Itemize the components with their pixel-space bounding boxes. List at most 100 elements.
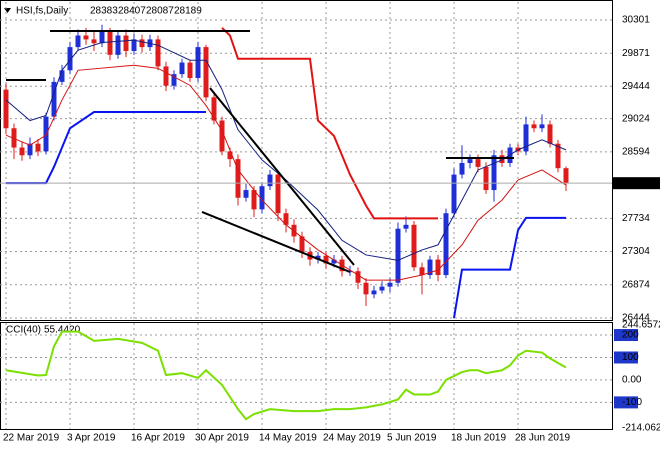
- candle-body: [211, 97, 217, 121]
- trend-line: [201, 210, 351, 273]
- candle-body: [131, 39, 137, 51]
- cci-value: 55.4420: [44, 325, 81, 336]
- candle-body: [251, 190, 257, 210]
- candle-body: [459, 163, 465, 175]
- trend-line: [209, 87, 355, 266]
- x-tick-label: 30 Apr 2019: [195, 433, 249, 444]
- candle-body: [371, 290, 377, 295]
- x-tick-label: 28 Jun 2019: [515, 433, 570, 444]
- candle-body: [187, 62, 193, 79]
- price-label-box: [613, 177, 660, 190]
- candle-body: [179, 62, 185, 75]
- y-tick-label: 26444: [622, 313, 650, 324]
- y-tick-label: 27304: [622, 246, 650, 257]
- candle-body: [115, 35, 121, 55]
- candle-body: [75, 35, 81, 48]
- candle-body: [67, 47, 73, 71]
- candle-body: [451, 174, 457, 214]
- candle-body: [331, 259, 337, 264]
- y-tick-label: 0.00: [622, 375, 642, 386]
- y-tick-label: 200: [622, 330, 639, 341]
- candle-body: [419, 267, 425, 276]
- candle-body: [435, 259, 441, 276]
- y-tick-label: 26874: [622, 279, 650, 290]
- candle-body: [195, 47, 201, 79]
- candle-body: [107, 31, 113, 55]
- candle-body: [203, 47, 209, 98]
- candle-body: [355, 271, 361, 283]
- candle-body: [547, 124, 553, 144]
- candle-body: [59, 70, 65, 82]
- menu-icon[interactable]: [4, 8, 11, 13]
- candle-body: [499, 155, 505, 164]
- candle-body: [379, 286, 385, 291]
- tick-label-box: [614, 351, 638, 364]
- y-tick-label: 100: [622, 352, 639, 363]
- candle-body: [155, 39, 161, 67]
- candle-body: [219, 120, 225, 152]
- candle-body: [19, 147, 25, 156]
- candle-body: [299, 236, 305, 252]
- y-tick-label: -100: [622, 397, 642, 408]
- candle-body: [411, 224, 417, 268]
- candle-body: [539, 124, 545, 129]
- candle-body: [387, 282, 393, 287]
- header-high: 28407: [118, 6, 146, 17]
- candle-body: [395, 228, 401, 283]
- tick-label-box: [614, 329, 638, 342]
- header-low: 28087: [146, 6, 174, 17]
- symbol-title: HSI,fs,Daily: [16, 6, 68, 17]
- candle-body: [491, 155, 497, 191]
- candle-body: [83, 35, 89, 40]
- indicator-line: [5, 64, 567, 281]
- y-tick-label: 29024: [622, 113, 650, 124]
- tick-label-box: [614, 396, 638, 409]
- x-tick-label: 16 Apr 2019: [131, 433, 185, 444]
- candle-body: [11, 128, 17, 148]
- candle-body: [475, 159, 481, 167]
- header-close: 28189: [174, 6, 202, 17]
- y-tick-label: 28594: [622, 147, 650, 158]
- x-tick-label: 3 Apr 2019: [67, 433, 116, 444]
- y-tick-label: 27734: [622, 213, 650, 224]
- candle-body: [35, 143, 41, 152]
- sub-panel-frame: [0, 322, 613, 430]
- candle-body: [171, 74, 177, 86]
- candle-body: [427, 259, 433, 276]
- cci-title: CCI(40): [6, 325, 41, 336]
- candle-body: [467, 159, 473, 164]
- candle-body: [139, 39, 145, 48]
- x-tick-label: 22 Mar 2019: [3, 433, 60, 444]
- candle-body: [51, 81, 57, 117]
- candle-body: [3, 89, 9, 129]
- header-open: 28383: [90, 6, 118, 17]
- candle-body: [531, 124, 537, 129]
- candle-body: [323, 255, 329, 264]
- x-tick-label: 14 May 2019: [259, 433, 317, 444]
- candle-body: [91, 39, 97, 44]
- y-tick-label: 30301: [622, 15, 650, 26]
- y-tick-label: 244.6572: [622, 320, 660, 331]
- candle-body: [99, 31, 105, 44]
- candle-body: [235, 159, 241, 198]
- candle-body: [243, 190, 249, 198]
- indicator-line: [5, 39, 567, 261]
- candle-body: [363, 282, 369, 295]
- y-tick-label: -214.0621: [622, 423, 660, 434]
- cci-line: [5, 330, 567, 421]
- candle-body: [443, 213, 449, 276]
- candle-body: [315, 255, 321, 260]
- candle-body: [123, 35, 129, 51]
- price-label: 28189: [622, 178, 650, 189]
- candle-body: [483, 166, 489, 191]
- candle-body: [267, 174, 273, 187]
- candle-body: [259, 186, 265, 210]
- y-tick-label: 29871: [622, 48, 650, 59]
- candle-body: [283, 213, 289, 225]
- candle-body: [27, 143, 33, 156]
- indicator-line: [453, 216, 566, 319]
- candle-body: [403, 224, 409, 229]
- indicator-line: [221, 27, 438, 220]
